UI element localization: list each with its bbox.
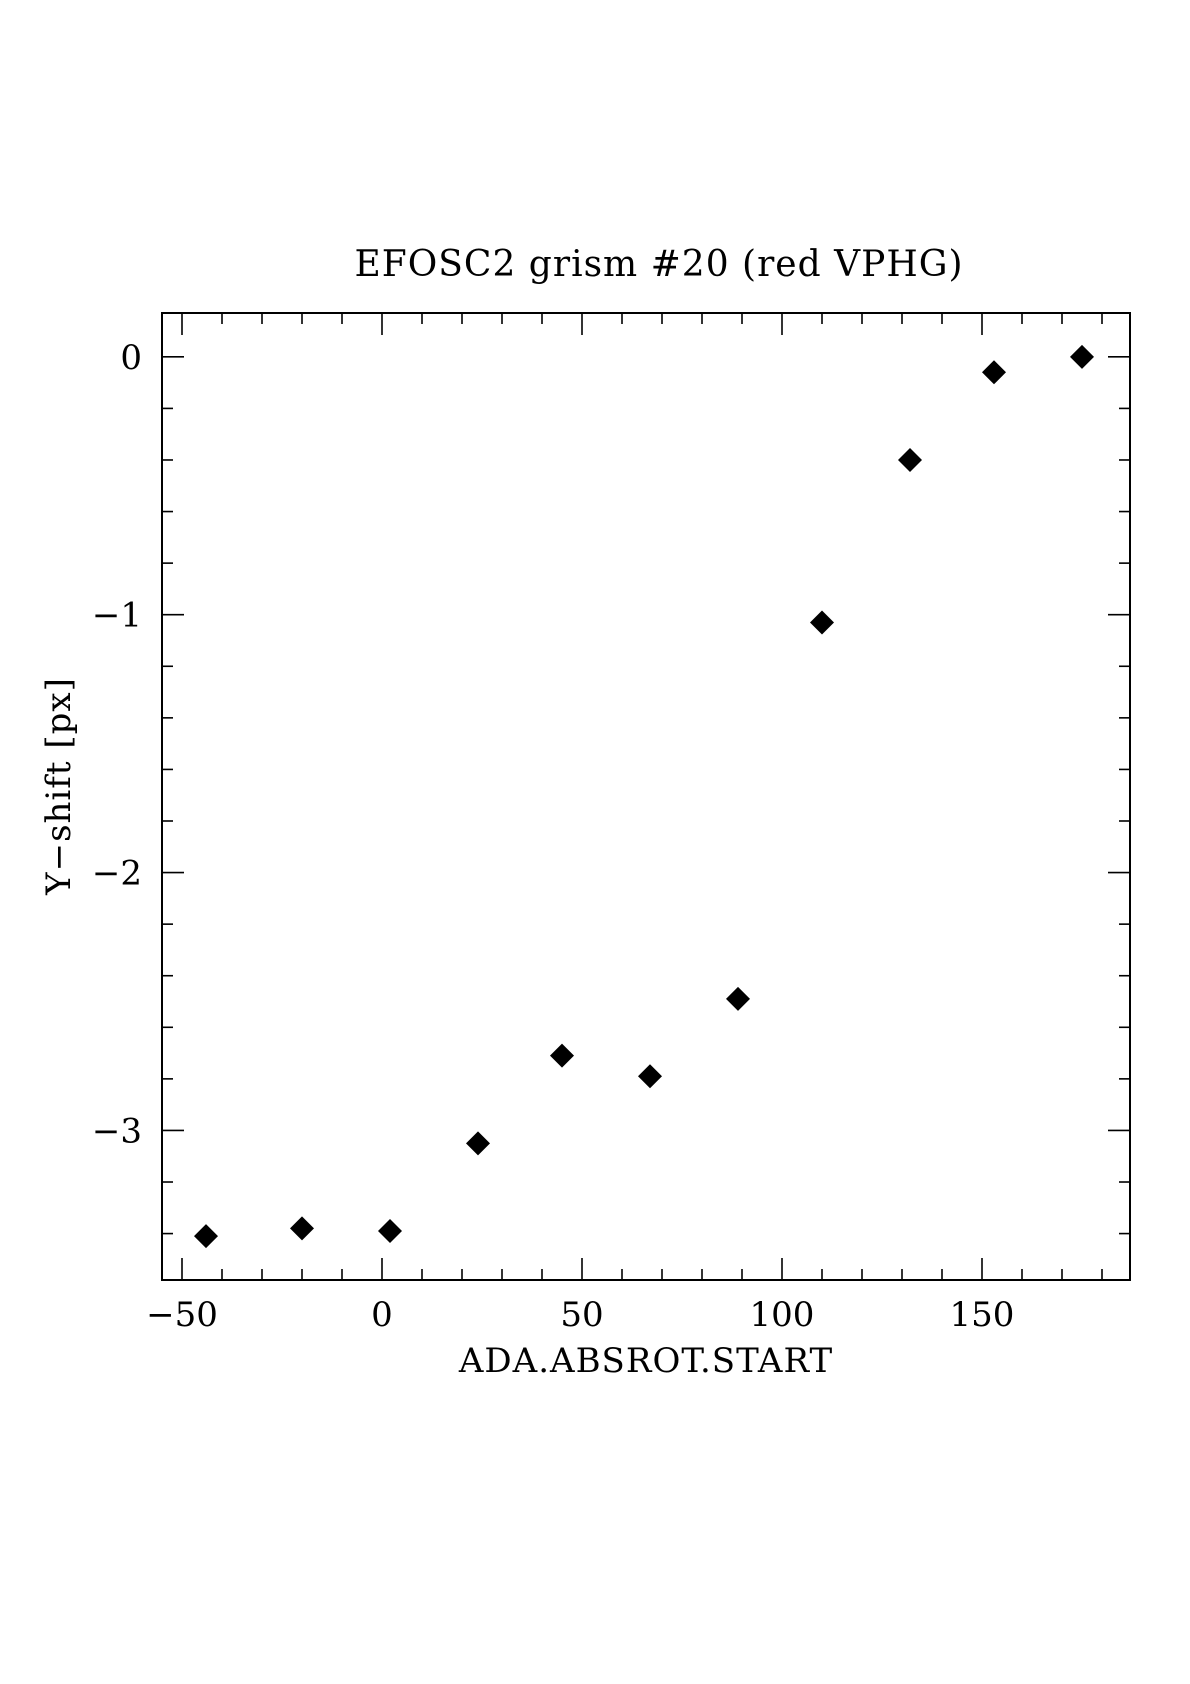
data-point bbox=[194, 1224, 218, 1249]
data-point bbox=[810, 610, 834, 635]
x-tick-label: 0 bbox=[371, 1295, 393, 1335]
y-axis-label: Y−shift [px] bbox=[39, 677, 79, 896]
y-tick-label: 0 bbox=[120, 338, 142, 378]
data-point bbox=[982, 360, 1006, 385]
data-point bbox=[1070, 344, 1094, 369]
x-tick-label: −50 bbox=[146, 1295, 218, 1335]
y-tick-label: −2 bbox=[92, 854, 142, 894]
plot-frame bbox=[161, 312, 1131, 1281]
x-tick-label: 150 bbox=[950, 1295, 1015, 1335]
data-point bbox=[378, 1219, 402, 1244]
data-point bbox=[550, 1043, 574, 1068]
data-point bbox=[898, 447, 922, 472]
x-axis-label: ADA.ABSROT.START bbox=[458, 1341, 833, 1381]
x-tick-label: 50 bbox=[560, 1295, 603, 1335]
data-points bbox=[194, 344, 1094, 1249]
data-point bbox=[290, 1216, 314, 1241]
data-point bbox=[726, 986, 750, 1011]
data-point bbox=[466, 1131, 490, 1156]
axis-tick-labels: −50 0 50 100 150 −3 −2 −1 0 bbox=[92, 338, 1015, 1335]
y-tick-label: −1 bbox=[92, 596, 142, 636]
data-point bbox=[638, 1064, 662, 1089]
x-tick-label: 100 bbox=[750, 1295, 815, 1335]
chart-title: EFOSC2 grism #20 (red VPHG) bbox=[354, 244, 963, 285]
axis-ticks bbox=[162, 313, 1130, 1280]
y-tick-label: −3 bbox=[92, 1111, 142, 1151]
